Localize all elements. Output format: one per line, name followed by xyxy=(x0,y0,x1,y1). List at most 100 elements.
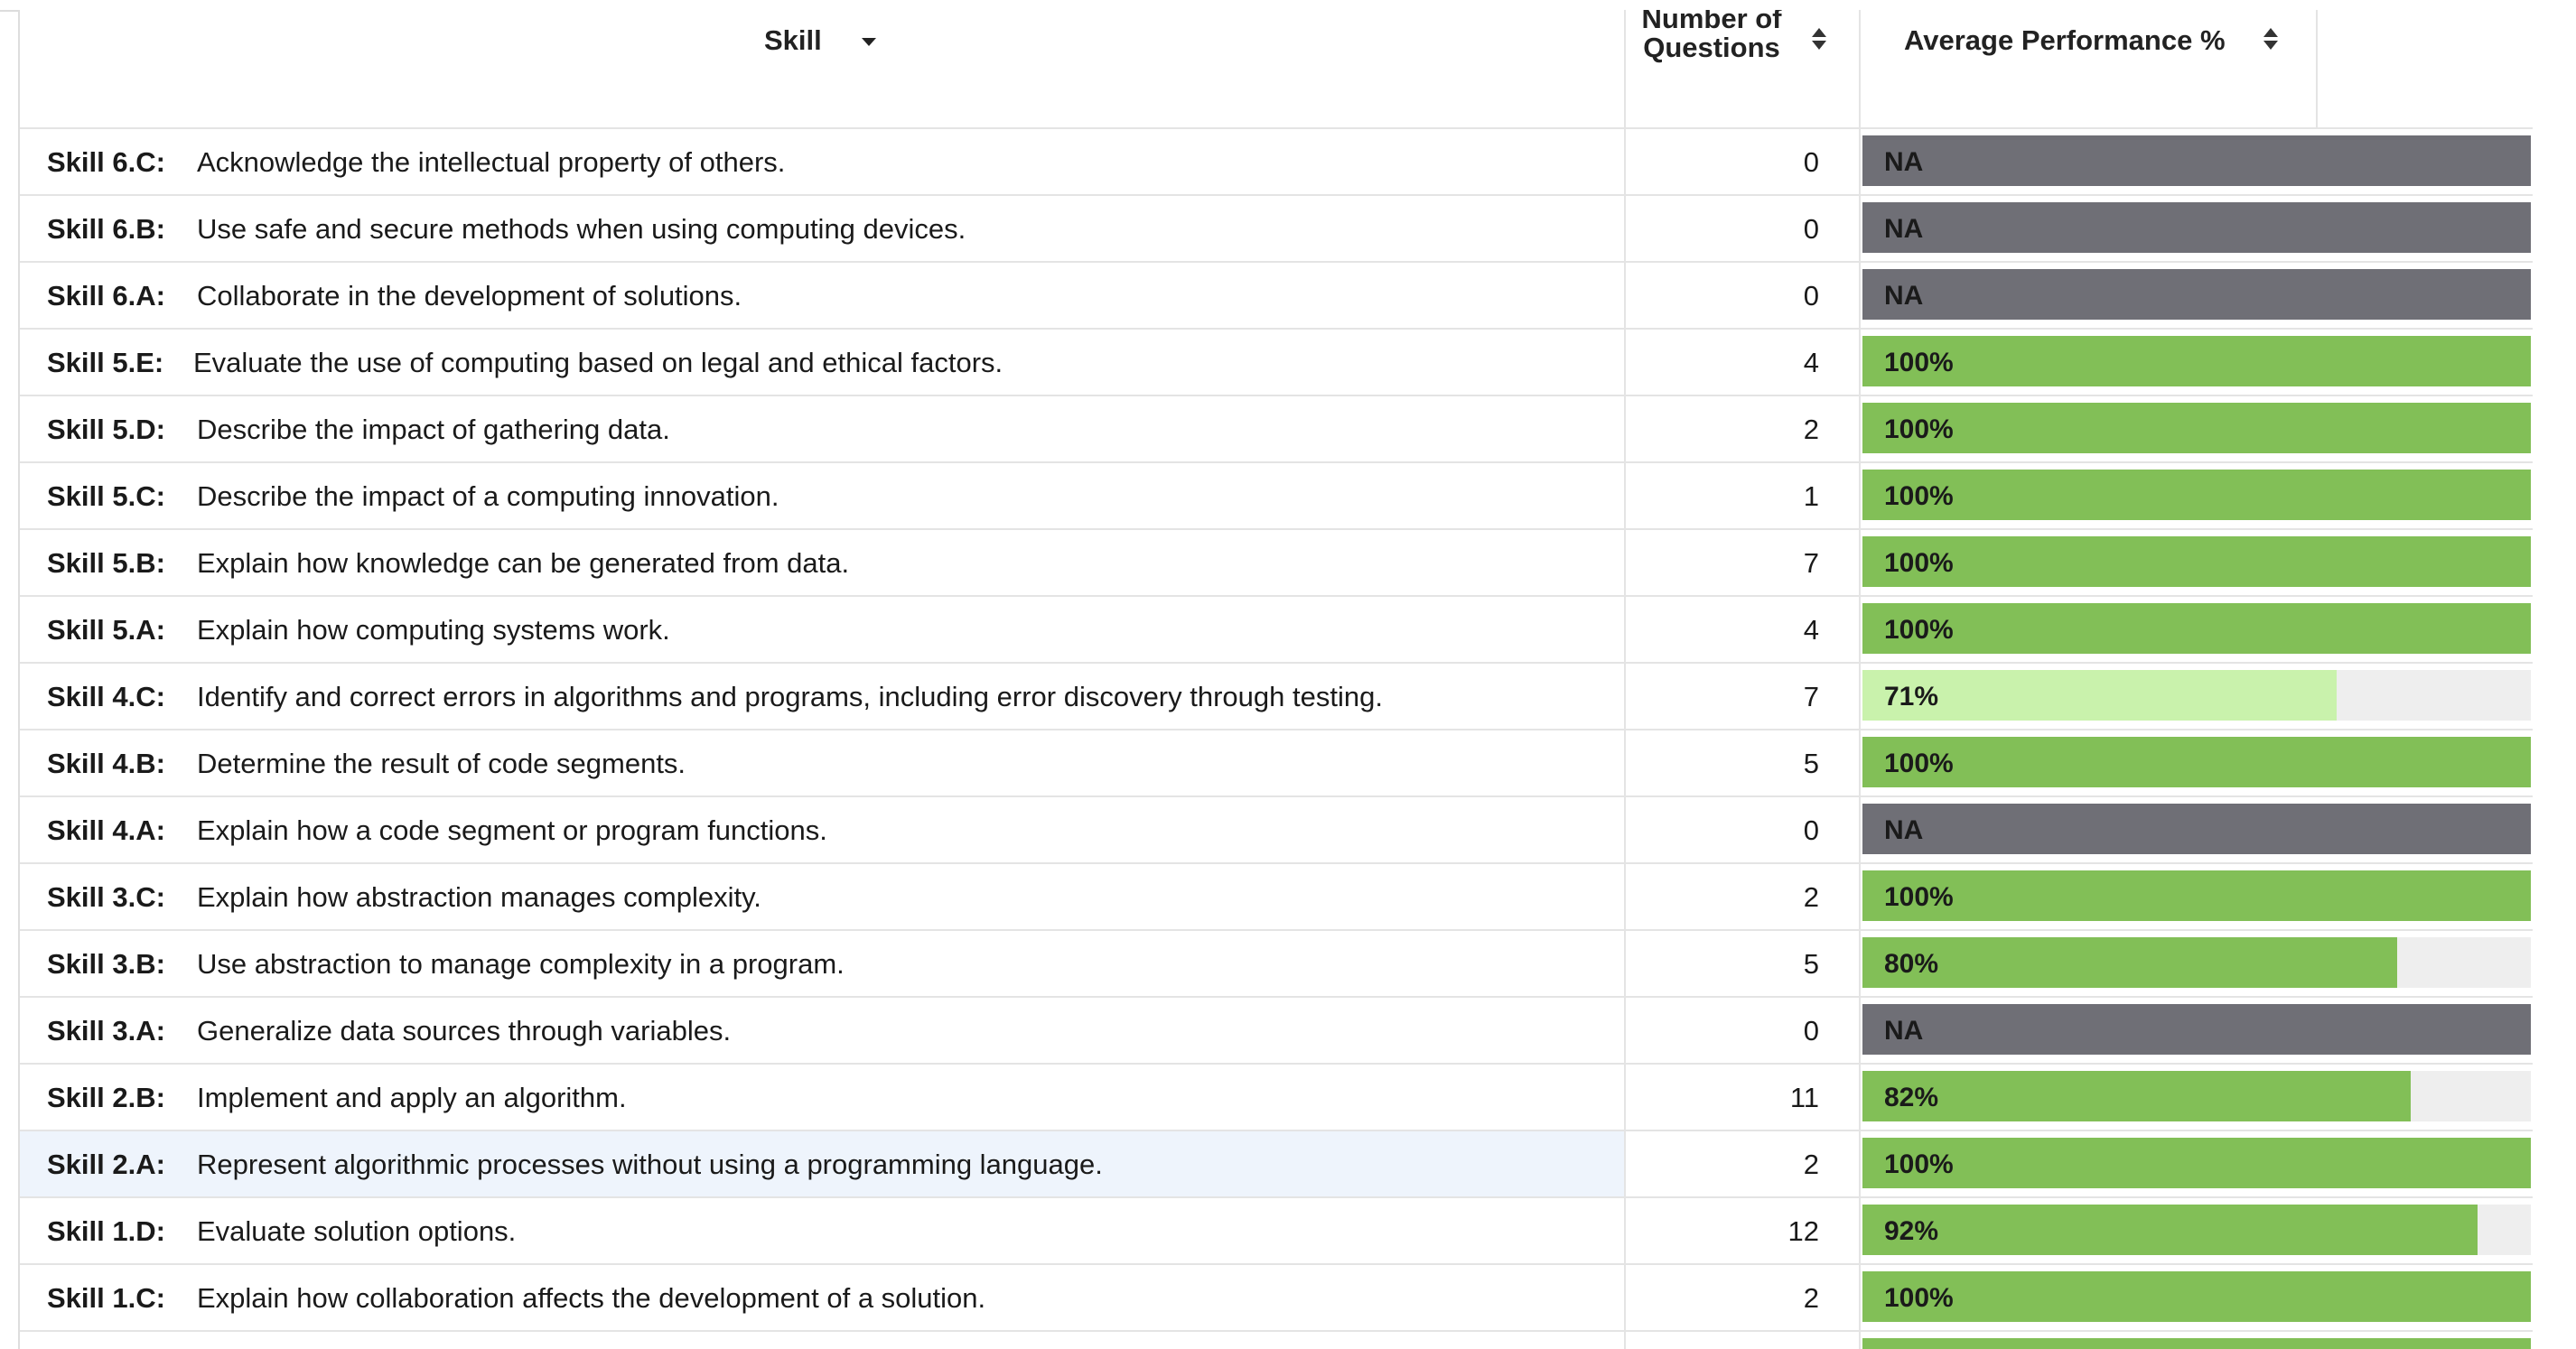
table-row[interactable]: Skill 1.B:Determine and design an approp… xyxy=(20,1332,2533,1349)
question-count: 12 xyxy=(1787,1215,1819,1247)
sort-toggle-icon[interactable] xyxy=(1812,26,1828,53)
skill-description: Determine the result of code segments. xyxy=(197,748,686,779)
performance-bar: 100% xyxy=(1862,336,2531,386)
question-count-cell: 0 xyxy=(1626,797,1861,862)
question-count: 7 xyxy=(1803,681,1819,712)
column-header-skill[interactable]: Skill xyxy=(20,10,1626,129)
question-count: 2 xyxy=(1803,1149,1819,1180)
performance-value: NA xyxy=(1884,281,1924,311)
performance-bar-fill xyxy=(1862,536,2531,587)
question-count: 0 xyxy=(1803,280,1819,312)
column-header-number-label: Number of Questions xyxy=(1641,10,1782,63)
table-row[interactable]: Skill 3.B: Use abstraction to manage comp… xyxy=(20,931,2533,998)
skill-cell: Skill 3.C: Explain how abstraction manage… xyxy=(20,864,1626,929)
question-count: 11 xyxy=(1789,1082,1819,1113)
skill-description: Describe the impact of gathering data. xyxy=(197,414,670,445)
performance-value: 100% xyxy=(1884,548,1954,578)
question-count: 2 xyxy=(1803,414,1819,445)
skill-cell: Skill 5.E: Evaluate the use of computing … xyxy=(20,330,1626,395)
page-margin xyxy=(2533,10,2576,1349)
table-row[interactable]: Skill 4.C: Identify and correct errors in… xyxy=(20,664,2533,730)
skill-code: Skill 2.B: xyxy=(47,1082,165,1113)
skill-description: Use abstraction to manage complexity in … xyxy=(197,948,845,980)
table-row[interactable]: Skill 5.D: Describe the impact of gatheri… xyxy=(20,396,2533,463)
skill-cell: Skill 3.A: Generalize data sources throug… xyxy=(20,998,1626,1063)
table-row[interactable]: Skill 5.C: Describe the impact of a compu… xyxy=(20,463,2533,530)
table-row[interactable]: Skill 6.B: Use safe and secure methods wh… xyxy=(20,196,2533,263)
performance-value: 100% xyxy=(1884,749,1954,778)
question-count-cell: 0 xyxy=(1626,263,1861,328)
skill-code: Skill 5.D: xyxy=(47,414,165,445)
table-row[interactable]: Skill 2.B: Implement and apply an algorit… xyxy=(20,1065,2533,1131)
skill-description: Explain how computing systems work. xyxy=(197,614,670,646)
performance-bar: 71% xyxy=(1862,670,2531,721)
table-row[interactable]: Skill 5.A: Explain how computing systems … xyxy=(20,597,2533,664)
question-count-cell: 1 xyxy=(1626,463,1861,528)
question-count-cell: 2 xyxy=(1626,1131,1861,1196)
skill-code: Skill 1.C: xyxy=(47,1282,165,1314)
question-count-cell: 7 xyxy=(1626,664,1861,729)
question-count-cell: 4 xyxy=(1626,330,1861,395)
skill-cell: Skill 1.B:Determine and design an approp… xyxy=(20,1332,1626,1349)
performance-bar-fill xyxy=(1862,135,2531,186)
question-count: 0 xyxy=(1803,1015,1819,1047)
table-row[interactable]: Skill 4.B: Determine the result of code s… xyxy=(20,730,2533,797)
skill-cell: Skill 5.C: Describe the impact of a compu… xyxy=(20,463,1626,528)
header-divider xyxy=(2316,10,2318,127)
performance-bar-fill xyxy=(1862,804,2531,854)
table-row[interactable]: Skill 2.A: Represent algorithmic processe… xyxy=(20,1131,2533,1198)
table-row[interactable]: Skill 6.A: Collaborate in the development… xyxy=(20,263,2533,330)
performance-bar-fill xyxy=(1862,1205,2478,1255)
column-header-average-performance[interactable]: Average Performance % xyxy=(1861,10,2533,129)
skills-table: Skill Number of Questions Average Perfor… xyxy=(18,10,2534,1349)
skill-cell: Skill 4.C: Identify and correct errors in… xyxy=(20,664,1626,729)
table-row[interactable]: Skill 4.A: Explain how a code segment or … xyxy=(20,797,2533,864)
performance-bar: 80% xyxy=(1862,937,2531,988)
skill-code: Skill 5.E: xyxy=(47,347,164,378)
question-count-cell: 0 xyxy=(1626,129,1861,194)
skill-code: Skill 4.A: xyxy=(47,814,165,846)
question-count-cell: 2 xyxy=(1626,864,1861,929)
skill-description: Evaluate solution options. xyxy=(197,1215,517,1247)
question-count: 0 xyxy=(1803,814,1819,846)
performance-value: NA xyxy=(1884,815,1924,845)
skill-code: Skill 6.B: xyxy=(47,213,165,245)
table-body: Skill 6.C: Acknowledge the intellectual p… xyxy=(20,129,2533,1349)
question-count-cell: 7 xyxy=(1626,530,1861,595)
performance-bar: NA xyxy=(1862,804,2531,854)
skill-code: Skill 2.A: xyxy=(47,1149,165,1180)
performance-bar: NA xyxy=(1862,135,2531,186)
table-row[interactable]: Skill 1.C: Explain how collaboration affe… xyxy=(20,1265,2533,1332)
sort-desc-icon[interactable] xyxy=(862,38,876,46)
performance-value: 100% xyxy=(1884,348,1954,377)
table-row[interactable]: Skill 1.D: Evaluate solution options. 12 92… xyxy=(20,1198,2533,1265)
performance-bar-fill xyxy=(1862,1004,2531,1055)
performance-bar-fill xyxy=(1862,1271,2531,1322)
performance-value: NA xyxy=(1884,214,1924,244)
performance-value: 100% xyxy=(1884,1283,1954,1313)
skill-code: Skill 4.C: xyxy=(47,681,165,712)
skill-cell: Skill 3.B: Use abstraction to manage comp… xyxy=(20,931,1626,996)
question-count: 7 xyxy=(1803,547,1819,579)
skill-cell: Skill 5.B: Explain how knowledge can be g… xyxy=(20,530,1626,595)
performance-value: 92% xyxy=(1884,1216,1939,1246)
table-row[interactable]: Skill 3.A: Generalize data sources throug… xyxy=(20,998,2533,1065)
column-header-number-of-questions[interactable]: Number of Questions xyxy=(1626,10,1861,129)
table-row[interactable]: Skill 5.E: Evaluate the use of computing … xyxy=(20,330,2533,396)
skill-cell: Skill 6.A: Collaborate in the development… xyxy=(20,263,1626,328)
skill-code: Skill 5.B: xyxy=(47,547,165,579)
question-count: 4 xyxy=(1803,347,1819,378)
question-count-cell: 0 xyxy=(1626,998,1861,1063)
performance-bar-fill xyxy=(1862,336,2531,386)
table-row[interactable]: Skill 6.C: Acknowledge the intellectual p… xyxy=(20,129,2533,196)
performance-bar: 100% xyxy=(1862,737,2531,787)
skill-description: Generalize data sources through variable… xyxy=(197,1015,732,1047)
performance-value: 80% xyxy=(1884,949,1939,979)
sort-toggle-icon[interactable] xyxy=(2263,26,2280,53)
table-row[interactable]: Skill 3.C: Explain how abstraction manage… xyxy=(20,864,2533,931)
skill-cell: Skill 1.D: Evaluate solution options. xyxy=(20,1198,1626,1263)
question-count-cell: 1 xyxy=(1626,1332,1861,1349)
performance-bar-fill xyxy=(1862,937,2397,988)
table-row[interactable]: Skill 5.B: Explain how knowledge can be g… xyxy=(20,530,2533,597)
question-count: 4 xyxy=(1803,614,1819,646)
